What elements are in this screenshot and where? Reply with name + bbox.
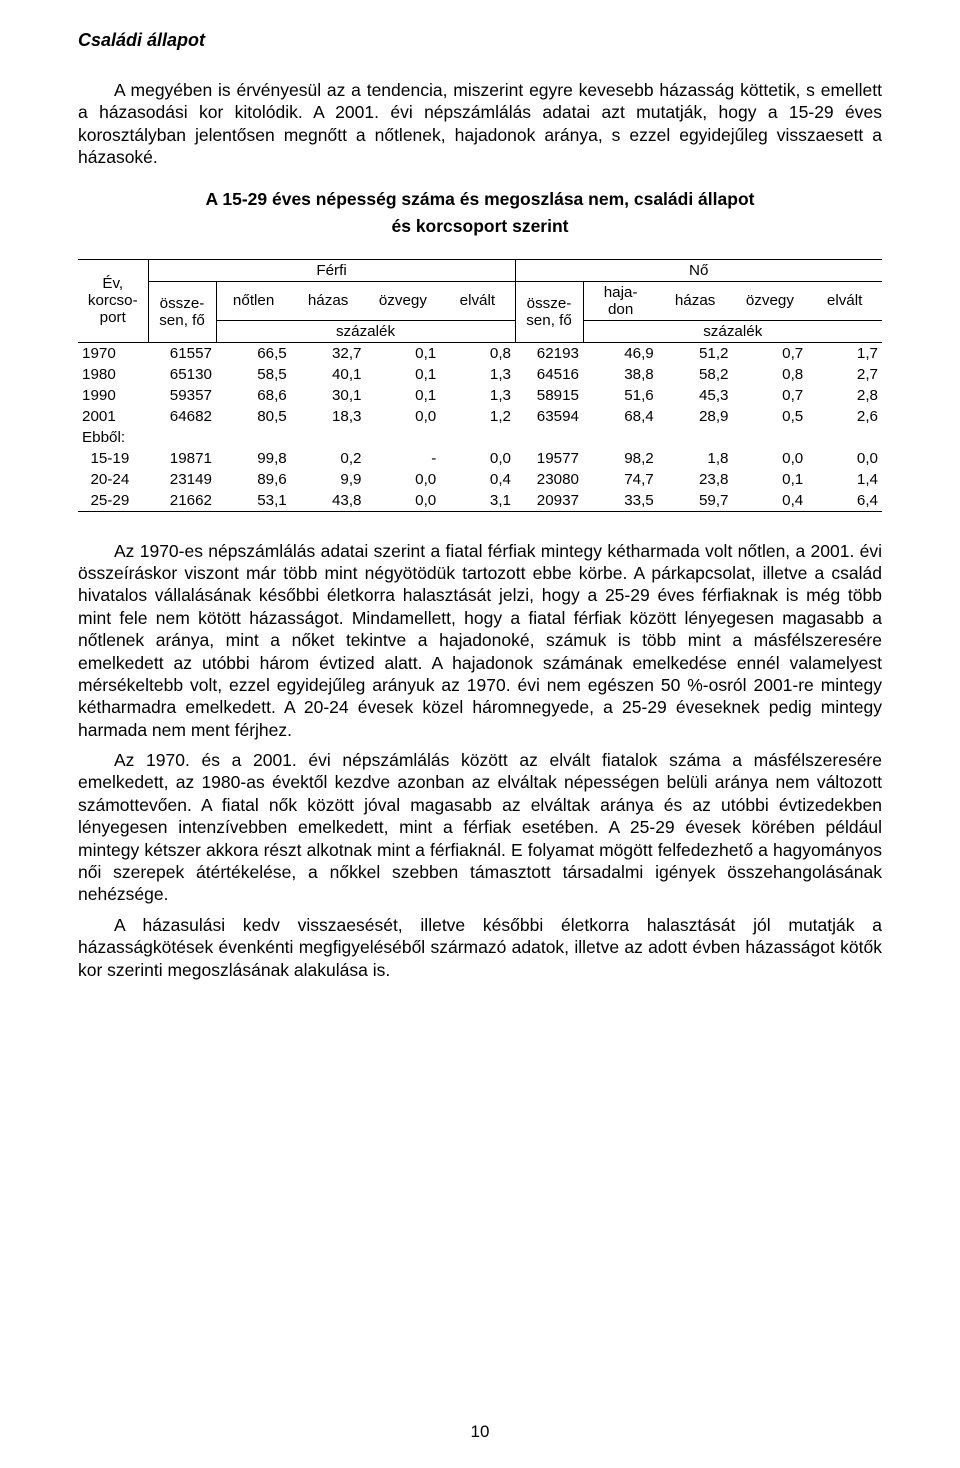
col-year: Év, korcso- port bbox=[78, 259, 148, 342]
col-male: Férfi bbox=[148, 259, 515, 281]
paragraph-3: Az 1970. és a 2001. évi népszámlálás köz… bbox=[78, 749, 882, 906]
paragraph-3-text: Az 1970. és a 2001. évi népszámlálás köz… bbox=[78, 750, 882, 904]
paragraph-2: Az 1970-es népszámlálás adatai szerint a… bbox=[78, 540, 882, 742]
table-row: 15-191987199,80,2-0,01957798,21,80,00,0 bbox=[78, 448, 882, 469]
col-ozvegy-f: özvegy bbox=[733, 281, 808, 320]
paragraph-4: A házasulási kedv visszaesését, illetve … bbox=[78, 914, 882, 981]
table-title-line1: A 15-29 éves népesség száma és megoszlás… bbox=[206, 189, 755, 209]
table-title: A 15-29 éves népesség száma és megoszlás… bbox=[78, 189, 882, 237]
paragraph-4-text: A házasulási kedv visszaesését, illetve … bbox=[78, 915, 882, 980]
col-female: Nő bbox=[515, 259, 882, 281]
col-male-total: össze- sen, fő bbox=[148, 281, 216, 342]
col-hazas-m: házas bbox=[291, 281, 366, 320]
col-hajadon: haja- don bbox=[583, 281, 658, 320]
col-pct-m: százalék bbox=[216, 320, 515, 342]
col-elvalt-m: elvált bbox=[440, 281, 515, 320]
table-row: 25-292166253,143,80,03,12093733,559,70,4… bbox=[78, 490, 882, 512]
col-pct-f: százalék bbox=[583, 320, 882, 342]
col-ozvegy-m: özvegy bbox=[366, 281, 441, 320]
paragraph-1: A megyében is érvényesül az a tendencia,… bbox=[78, 79, 882, 169]
table-body: 19706155766,532,70,10,86219346,951,20,71… bbox=[78, 342, 882, 511]
col-elvalt-f: elvált bbox=[807, 281, 882, 320]
table-row: 19806513058,540,10,11,36451638,858,20,82… bbox=[78, 364, 882, 385]
table-row: 19905935768,630,10,11,35891551,645,30,72… bbox=[78, 385, 882, 406]
paragraph-2-text: Az 1970-es népszámlálás adatai szerint a… bbox=[78, 541, 882, 740]
paragraph-1-text: A megyében is érvényesül az a tendencia,… bbox=[78, 80, 882, 167]
page-number: 10 bbox=[0, 1422, 960, 1442]
demographic-table: Év, korcso- port Férfi Nő össze- sen, fő… bbox=[78, 259, 882, 512]
table-row: 20-242314989,69,90,00,42308074,723,80,11… bbox=[78, 469, 882, 490]
section-heading: Családi állapot bbox=[78, 30, 882, 51]
table-row: Ebből: bbox=[78, 427, 882, 448]
table-row: 19706155766,532,70,10,86219346,951,20,71… bbox=[78, 342, 882, 364]
page: Családi állapot A megyében is érvényesül… bbox=[0, 0, 960, 1468]
col-hazas-f: házas bbox=[658, 281, 733, 320]
table-row: 20016468280,518,30,01,26359468,428,90,52… bbox=[78, 406, 882, 427]
col-notlen: nőtlen bbox=[216, 281, 291, 320]
table-title-line2: és korcsoport szerint bbox=[78, 216, 882, 237]
col-female-total: össze- sen, fő bbox=[515, 281, 583, 342]
